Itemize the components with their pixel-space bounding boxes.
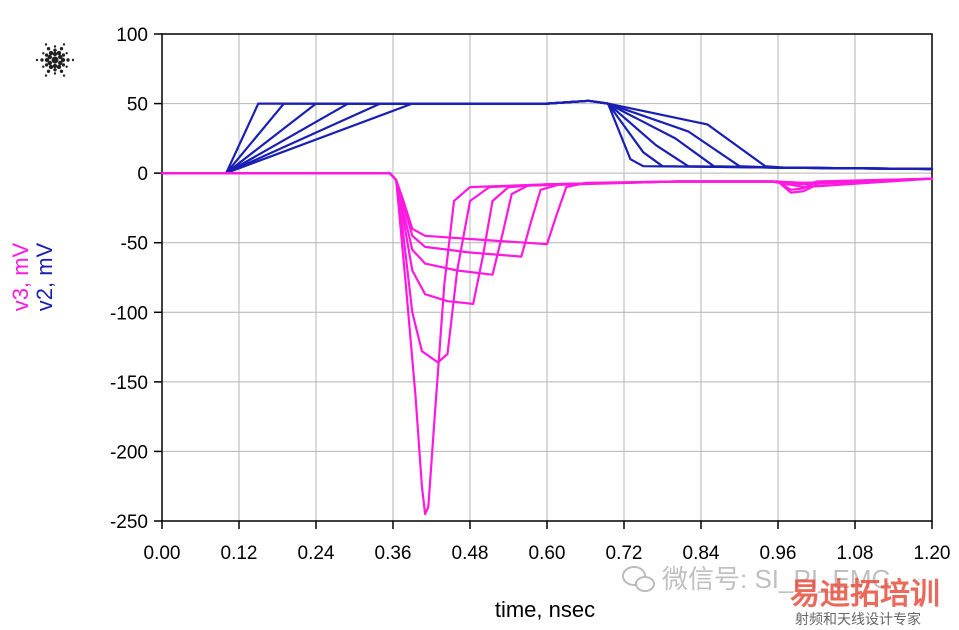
x-tick-label: 0.36 (375, 543, 412, 564)
x-tick-label: 1.20 (914, 543, 951, 564)
x-tick-label: 0.96 (760, 543, 797, 564)
x-tick-label: 0.60 (529, 543, 566, 564)
tick-marks (154, 33, 933, 529)
agilent-spark-icon (35, 43, 75, 77)
series-line-v3-12 (160, 172, 934, 246)
y-tick-label: 100 (116, 25, 148, 46)
logo-dot (58, 54, 63, 60)
logo-dot (65, 65, 68, 68)
logo-dot (56, 50, 62, 56)
x-tick-label: 0.48 (452, 543, 489, 564)
logo-dot (60, 57, 66, 63)
logo-dot (56, 64, 62, 70)
y-axis-titles: v3, mV v2, mV (8, 242, 57, 311)
logo-dot (47, 60, 52, 66)
logo-dot (65, 52, 68, 55)
watermark: 微信号: SI_PI_EMC 易迪拓培训 射频和天线设计专家 (622, 564, 940, 627)
logo-dot (61, 63, 66, 67)
logo-dot (46, 69, 51, 73)
grid-lines (161, 33, 933, 522)
x-tick-label: 0.00 (144, 543, 181, 564)
logo-dot (61, 53, 66, 57)
logo-dot (53, 72, 57, 75)
logo-dot (59, 69, 64, 73)
x-tick-label: 0.12 (221, 543, 258, 564)
logo-dot (48, 50, 54, 56)
logo-dot (44, 74, 48, 77)
logo-dot (44, 43, 48, 46)
logo-dot (47, 54, 52, 60)
logo-dot (42, 65, 45, 68)
y-tick-label: 50 (127, 95, 148, 116)
logo-dot (53, 45, 57, 48)
y-tick-label: -250 (110, 512, 148, 533)
y-tick-label: -150 (110, 373, 148, 394)
x-tick-label: 1.08 (837, 543, 874, 564)
logo-center-dot (51, 56, 59, 64)
logo-dot (35, 58, 39, 62)
watermark-brand-text: 易迪拓培训 (790, 577, 940, 611)
logo-dot (53, 68, 57, 72)
logo-dot (52, 51, 58, 57)
watermark-brand-subtitle: 射频和天线设计专家 (795, 611, 921, 627)
x-tick-label: 0.84 (683, 543, 720, 564)
x-tick-label: 0.72 (606, 543, 643, 564)
series-line-v2-6 (160, 99, 934, 175)
logo-dot (71, 58, 75, 62)
logo-dot (66, 58, 70, 62)
series-lines (160, 99, 934, 516)
logo-dot (42, 52, 45, 55)
x-tick-label: 0.24 (298, 543, 335, 564)
logo-dot (62, 74, 66, 77)
wechat-icon (622, 566, 655, 592)
x-axis-title: time, nsec (495, 597, 595, 622)
logo-dot (46, 47, 51, 51)
logo-dot (44, 53, 49, 57)
logo-dot (48, 64, 54, 70)
logo-dot (58, 60, 63, 66)
y-axis-title-v3: v3, mV (8, 242, 33, 311)
logo-dot (44, 57, 50, 63)
x-tick-labels: 0.00 0.12 0.24 0.36 0.48 0.60 0.72 0.84 0.96 1.08… (144, 543, 951, 564)
y-tick-labels: 100 50 0 -50 -100 -150 -200 -250 (110, 25, 148, 533)
logo-dot (52, 63, 58, 69)
y-tick-label: -100 (110, 303, 148, 324)
y-axis-title-v2: v2, mV (32, 242, 57, 311)
logo-dot (44, 63, 49, 67)
y-tick-label: -50 (121, 234, 148, 255)
logo-dot (59, 47, 64, 51)
logo-dot (40, 58, 44, 62)
watermark-wechat-text: 微信号: SI_PI_EMC (662, 564, 890, 594)
y-tick-label: 0 (137, 164, 148, 185)
logo-dot (62, 43, 66, 46)
y-tick-label: -200 (110, 442, 148, 463)
logo-dot (53, 48, 57, 52)
